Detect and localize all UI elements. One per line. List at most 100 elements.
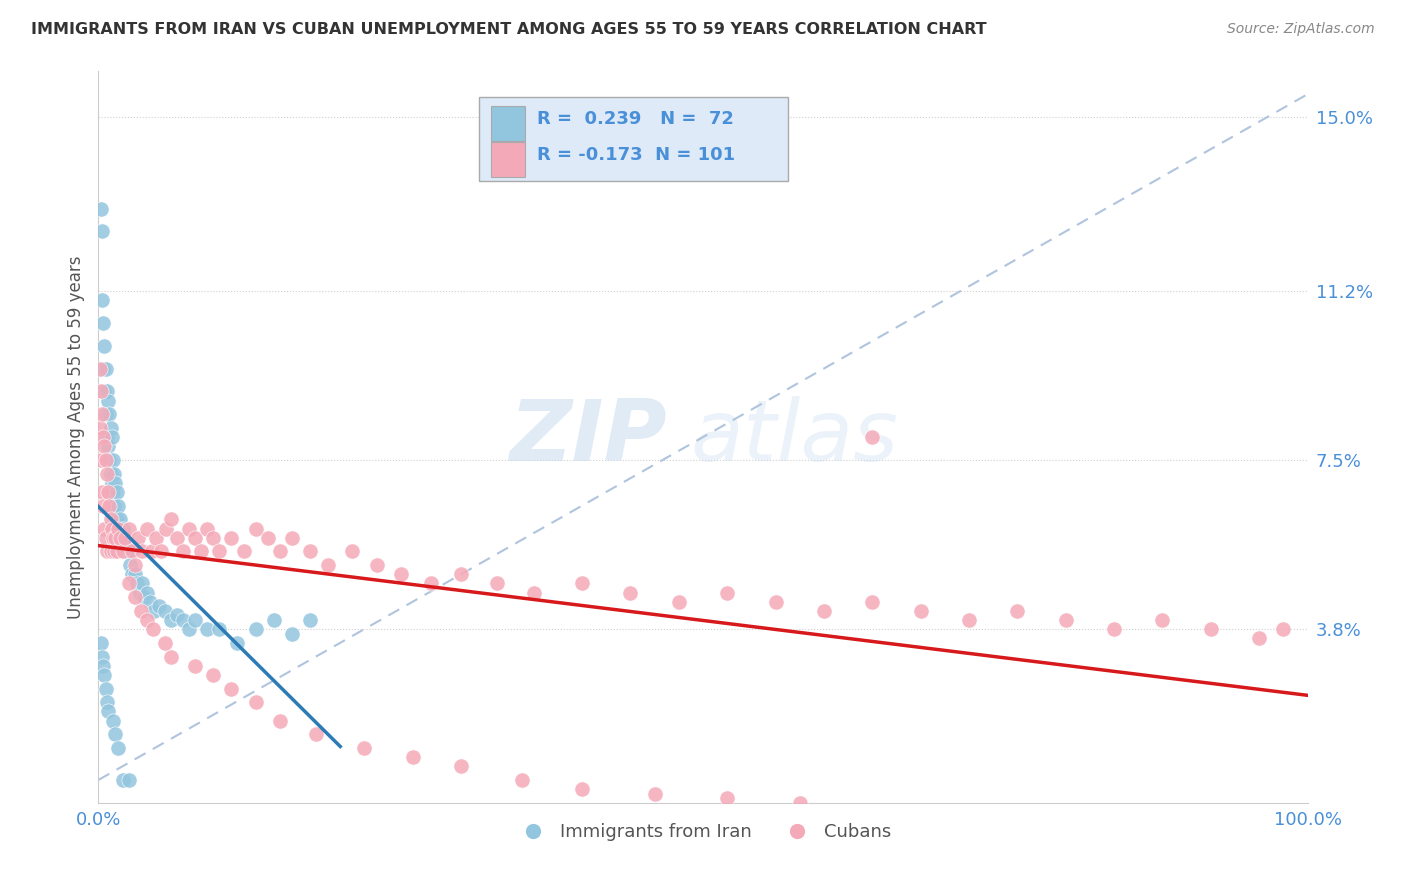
Point [97,393,120,408]
Point [89,421,111,435]
Point [91,649,114,664]
Point [1152,613,1174,627]
Point [93,384,115,399]
Point [141,544,163,558]
FancyBboxPatch shape [492,143,526,178]
Point [179,622,201,636]
Point [143,604,166,618]
Point [366,558,388,573]
Point [129,604,152,618]
Point [202,531,225,545]
Point [450,567,472,582]
Point [299,613,322,627]
Point [93,439,115,453]
Point [96,384,118,399]
Point [91,293,114,307]
Point [571,782,593,797]
Point [184,531,207,545]
Point [124,558,146,573]
Point [166,531,188,545]
Point [619,585,641,599]
Point [510,772,533,787]
Point [221,681,243,696]
Point [97,485,120,500]
Point [90,453,112,467]
Point [134,590,156,604]
Point [179,521,201,535]
Point [142,622,165,636]
Point [118,544,141,558]
Point [91,499,114,513]
FancyBboxPatch shape [492,106,526,141]
Point [1272,622,1295,636]
Point [124,590,146,604]
Point [789,796,811,810]
Point [114,531,136,545]
Text: atlas: atlas [690,395,898,479]
Point [93,338,115,352]
Point [160,649,183,664]
Point [103,544,125,558]
Point [104,475,127,490]
Point [281,531,304,545]
Point [118,521,141,535]
Point [112,540,135,554]
Point [121,544,143,558]
Point [100,544,122,558]
Point [153,636,176,650]
Point [91,658,114,673]
Point [111,521,134,535]
Point [107,740,129,755]
Point [389,567,412,582]
Point [145,531,167,545]
Point [860,595,883,609]
Point [100,467,122,481]
Point [100,521,122,535]
Point [716,791,738,805]
Point [107,499,129,513]
Point [104,727,127,741]
Point [101,714,124,728]
Point [316,558,339,573]
Point [128,585,150,599]
Point [1054,613,1077,627]
Point [96,544,118,558]
Y-axis label: Unemployment Among Ages 55 to 59 years: Unemployment Among Ages 55 to 59 years [66,255,84,619]
Point [96,695,118,709]
Point [765,595,787,609]
Point [115,544,138,558]
Point [101,485,124,500]
Point [420,576,443,591]
Point [523,585,546,599]
Point [450,759,472,773]
Point [353,740,375,755]
Legend: Immigrants from Iran, Cubans: Immigrants from Iran, Cubans [508,816,898,848]
Point [90,636,112,650]
Text: Source: ZipAtlas.com: Source: ZipAtlas.com [1227,22,1375,37]
Point [208,622,231,636]
Point [221,531,243,545]
Point [108,531,131,545]
Point [160,512,183,526]
Point [160,613,183,627]
Point [105,544,128,558]
Point [269,544,291,558]
Point [100,421,122,435]
Point [155,521,177,535]
Text: ZIP: ZIP [509,395,666,479]
Point [402,750,425,764]
Point [153,604,176,618]
Point [245,521,267,535]
Point [148,599,170,614]
Point [89,361,111,376]
Point [131,544,153,558]
Point [184,613,207,627]
Point [957,613,980,627]
Point [184,658,207,673]
Point [105,485,128,500]
Point [107,521,129,535]
Point [127,576,149,591]
Point [124,567,146,582]
Point [98,453,121,467]
Point [232,544,254,558]
